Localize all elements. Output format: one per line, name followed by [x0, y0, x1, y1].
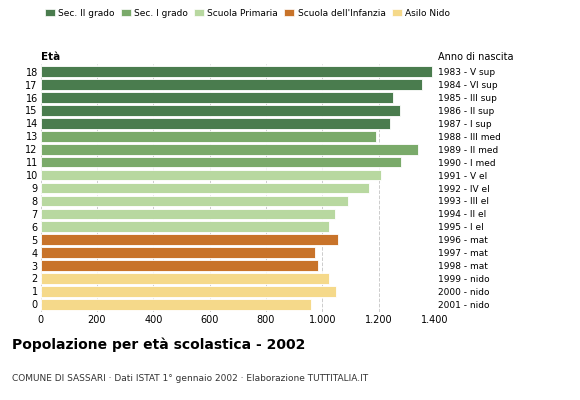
Bar	[41, 196, 347, 206]
Bar	[41, 105, 400, 116]
Text: COMUNE DI SASSARI · Dati ISTAT 1° gennaio 2002 · Elaborazione TUTTITALIA.IT: COMUNE DI SASSARI · Dati ISTAT 1° gennai…	[12, 374, 368, 383]
Bar	[41, 66, 432, 77]
Bar	[41, 273, 329, 284]
Bar	[41, 144, 418, 154]
Bar	[41, 222, 329, 232]
Bar	[41, 92, 393, 103]
Bar	[41, 183, 369, 193]
Bar	[41, 247, 316, 258]
Bar	[41, 118, 390, 129]
Bar	[41, 131, 376, 142]
Text: Popolazione per età scolastica - 2002: Popolazione per età scolastica - 2002	[12, 338, 305, 352]
Legend: Sec. II grado, Sec. I grado, Scuola Primaria, Scuola dell'Infanzia, Asilo Nido: Sec. II grado, Sec. I grado, Scuola Prim…	[45, 8, 450, 18]
Bar	[41, 79, 422, 90]
Bar	[41, 170, 382, 180]
Bar	[41, 299, 311, 310]
Bar	[41, 157, 401, 168]
Bar	[41, 234, 338, 245]
Bar	[41, 260, 318, 271]
Text: Età: Età	[41, 52, 60, 62]
Bar	[41, 286, 336, 297]
Text: Anno di nascita: Anno di nascita	[438, 52, 513, 62]
Bar	[41, 208, 335, 219]
